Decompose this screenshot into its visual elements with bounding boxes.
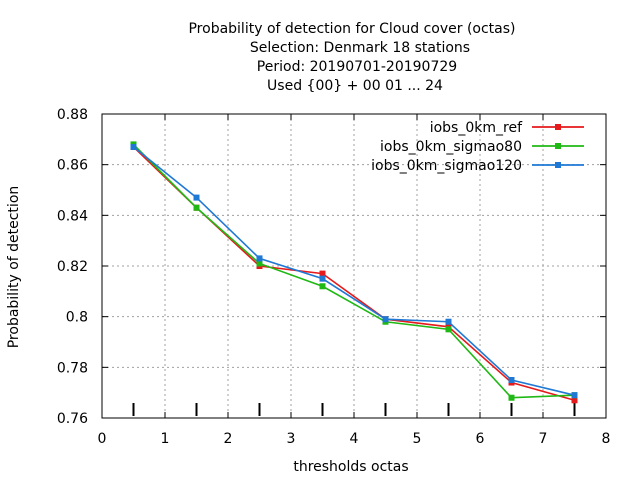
legend-swatch-marker	[555, 124, 561, 130]
data-point	[571, 397, 578, 404]
title-line-3: Period: 20190701-20190729	[257, 59, 457, 75]
series-line-iobs_0km_sigmao80	[132, 143, 575, 399]
x-tick-label: 7	[539, 431, 548, 447]
x-tick-label: 3	[287, 431, 296, 447]
data-point	[319, 270, 326, 277]
axis-ticks: 0 1 2 3 4 5 6 7 8 0.76 0.78 0.8 0.82 0.84 0.86 0.88	[57, 107, 611, 447]
legend-label: iobs_0km_sigmao120	[371, 158, 522, 174]
data-point	[256, 260, 263, 267]
x-tick-label: 4	[350, 431, 359, 447]
data-point	[571, 392, 578, 399]
x-tick-label: 6	[476, 431, 485, 447]
data-point	[193, 194, 200, 201]
series-lines	[130, 141, 578, 404]
data-point	[130, 143, 137, 150]
title-line-2: Selection: Denmark 18 stations	[250, 40, 470, 56]
y-tick-label: 0.86	[57, 158, 88, 174]
x-tick-label: 0	[98, 431, 107, 447]
x-tick-label: 5	[413, 431, 422, 447]
data-point	[319, 283, 326, 290]
threshold-markers	[132, 403, 576, 416]
x-axis-label: thresholds octas	[293, 459, 408, 475]
data-point	[445, 318, 452, 325]
data-point	[508, 394, 515, 401]
title-line-1: Probability of detection for Cloud cover…	[188, 21, 515, 37]
legend-label: iobs_0km_sigmao80	[380, 139, 522, 155]
data-point	[256, 255, 263, 262]
chart-title: Probability of detection for Cloud cover…	[188, 21, 515, 94]
x-tick-label: 1	[161, 431, 170, 447]
legend: iobs_0km_ref iobs_0km_sigmao80 iobs_0km_si…	[371, 120, 584, 174]
data-point	[319, 275, 326, 282]
legend-label: iobs_0km_ref	[430, 120, 523, 136]
y-axis-label: Probability of detection	[6, 186, 22, 349]
y-tick-label: 0.82	[57, 259, 88, 275]
grid	[102, 114, 606, 418]
x-tick-label: 8	[602, 431, 611, 447]
series-line-iobs_0km_sigmao120	[132, 146, 575, 396]
y-tick-label: 0.84	[57, 208, 88, 224]
y-tick-label: 0.88	[57, 107, 88, 123]
data-point	[193, 204, 200, 211]
data-point	[508, 377, 515, 383]
y-tick-label: 0.78	[57, 360, 88, 376]
x-tick-label: 2	[224, 431, 233, 447]
legend-swatch-marker	[555, 143, 561, 149]
y-tick-label: 0.76	[57, 411, 88, 427]
data-point	[382, 316, 389, 323]
title-line-4: Used {00} + 00 01 ... 24	[267, 78, 443, 94]
y-tick-label: 0.8	[66, 310, 88, 326]
data-point	[445, 326, 452, 333]
legend-swatch-marker	[555, 162, 561, 168]
